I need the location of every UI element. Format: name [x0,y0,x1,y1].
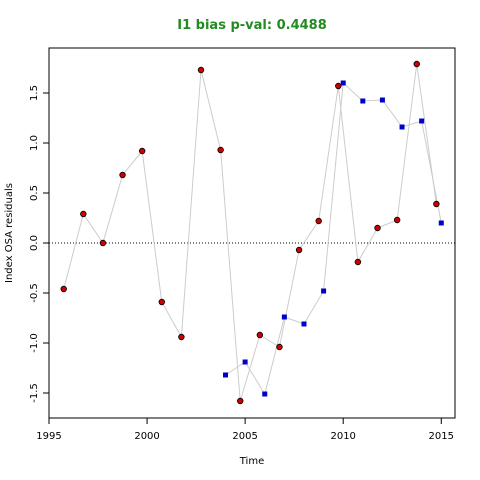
series-1-point [80,210,87,218]
series-2-point [223,372,229,378]
y-tick-label: -1.0 [29,333,40,353]
series-2-point [438,220,444,226]
series-1-point [197,66,205,74]
x-tick-label: 2000 [134,431,159,442]
x-axis-label: Time [239,456,264,467]
series-1-point [374,224,381,232]
y-tick-label: -1.5 [29,383,40,403]
x-tick-label: 1995 [36,431,61,442]
series-2-point [419,118,425,124]
x-tick-label: 2010 [330,431,355,442]
y-tick-label: -0.5 [29,283,40,303]
series-1-point [256,331,264,339]
series-2-point [340,80,346,86]
series-2-point [360,98,366,104]
plot-frame [48,47,456,419]
chart-title: I1 bias p-val: 0.4488 [177,18,327,33]
series-1-point [60,285,67,293]
series-2-point [379,97,385,103]
series-2-point [301,321,307,327]
series-1-point [413,60,420,68]
series-1-point [138,147,146,155]
x-tick-label: 2015 [429,431,454,442]
series-1-point [276,343,283,351]
series-2-point [242,359,248,365]
series-1-point [178,333,185,341]
series-1-point [217,146,224,154]
plot-area [49,60,455,405]
series-1-point [393,216,401,224]
x-axis: 1995 2000 2005 2010 2015 [36,418,454,442]
y-axis-label: Index OSA residuals [4,183,15,283]
series-2-line [225,81,442,396]
y-tick-label: 0.5 [29,185,40,201]
series-1-point [295,246,303,254]
series-2-point [262,391,268,397]
series-1-point [237,397,244,405]
series-1-line [63,63,437,402]
series-1-point [158,298,165,306]
y-tick-label: 1.5 [29,85,40,101]
series-1-point [99,239,107,247]
series-1-point [433,200,440,208]
series-2-point [321,288,327,294]
series-1-point [315,217,322,225]
y-axis: -1.5 -1.0 -0.5 0.0 0.5 1.0 1.5 [29,85,49,403]
y-tick-label: 0.0 [29,235,40,251]
series-1-point [354,258,362,266]
series-2-point [281,314,287,320]
series-1-point [335,82,342,90]
series-2-point [399,124,405,130]
series-1-point [119,171,126,179]
y-tick-label: 1.0 [29,135,40,151]
x-tick-label: 2005 [232,431,257,442]
